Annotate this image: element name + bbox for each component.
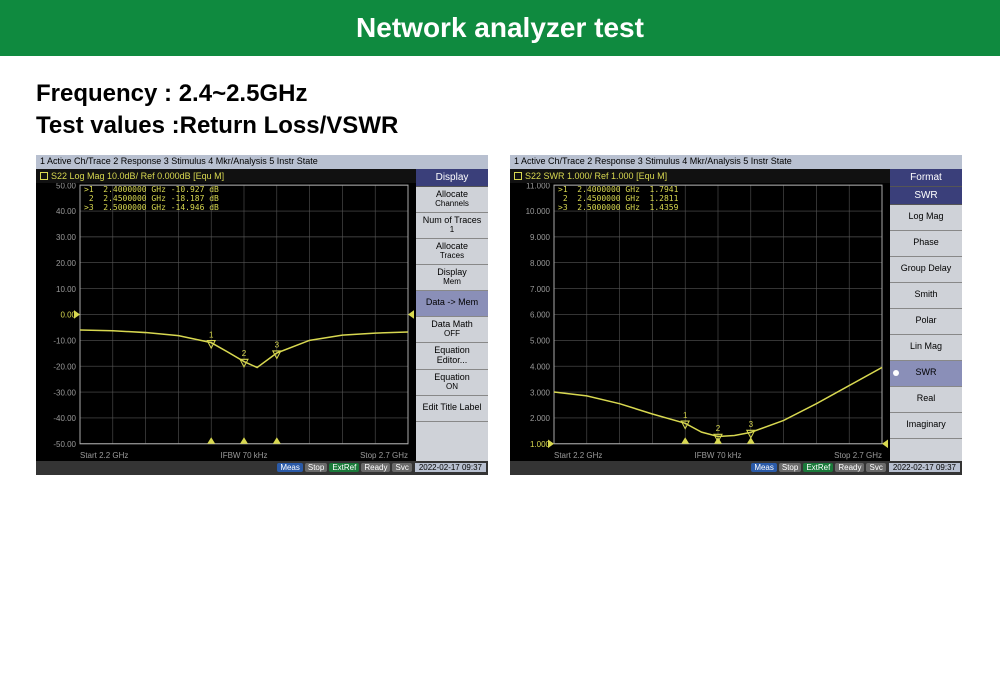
panels-row: 1 Active Ch/Trace 2 Response 3 Stimulus …	[0, 151, 1000, 475]
sidebar-button-num-of-traces[interactable]: Num of Traces1	[416, 213, 488, 239]
sidebar-button-data-mem[interactable]: Data -> Mem	[416, 291, 488, 317]
status-meas: Meas	[277, 463, 303, 472]
sidebar-button-data-math[interactable]: Data MathOFF	[416, 317, 488, 343]
marker-readout: >1 2.4000000 GHz -10.927 dB 2 2.4500000 …	[84, 185, 219, 213]
status-datetime: 2022-02-17 09:37	[889, 463, 960, 472]
sidebar-button-imaginary[interactable]: Imaginary	[890, 413, 962, 439]
sidebar-button-allocate[interactable]: AllocateTraces	[416, 239, 488, 265]
trace-header: S22 Log Mag 10.0dB/ Ref 0.000dB [Equ M]	[36, 169, 416, 183]
svg-text:7.000: 7.000	[530, 283, 550, 293]
svg-text:50.00: 50.00	[56, 183, 76, 190]
status-svc: Svc	[866, 463, 885, 472]
svg-text:9.000: 9.000	[530, 232, 550, 242]
svg-text:2: 2	[242, 348, 247, 358]
svg-text:Stop 2.7 GHz: Stop 2.7 GHz	[360, 449, 408, 459]
status-datetime: 2022-02-17 09:37	[415, 463, 486, 472]
svg-text:5.000: 5.000	[530, 335, 550, 345]
info-block: Frequency : 2.4~2.5GHz Test values :Retu…	[0, 56, 1000, 151]
svg-text:Start 2.2 GHz: Start 2.2 GHz	[554, 449, 602, 459]
status-stop: Stop	[305, 463, 327, 472]
svg-text:3.000: 3.000	[530, 387, 550, 397]
analyzer-sidebar: FormatSWRLog MagPhaseGroup DelaySmithPol…	[890, 169, 962, 461]
svg-text:0.00: 0.00	[60, 309, 76, 319]
sidebar-button-swr[interactable]: SWR	[890, 361, 962, 387]
svg-text:10.00: 10.00	[56, 283, 76, 293]
svg-text:11.000: 11.000	[526, 183, 550, 190]
plot-area: 1 2 3 1.000 2.000 3.000 4.000 5.000 6.000 7.000 8.…	[510, 183, 890, 461]
svg-text:20.00: 20.00	[56, 257, 76, 267]
svg-text:1: 1	[683, 409, 688, 419]
status-extref: ExtRef	[803, 463, 833, 472]
svg-text:10.000: 10.000	[526, 206, 551, 216]
status-ready: Ready	[835, 463, 864, 472]
plot-area: 1 2 3 -50.00 -40.00 -30.00 -20.00 -10.00 0.00 10.…	[36, 183, 416, 461]
status-stop: Stop	[779, 463, 801, 472]
analyzer-statusbar: MeasStopExtRefReadySvc 2022-02-17 09:37	[36, 461, 488, 475]
svg-text:8.000: 8.000	[530, 257, 550, 267]
page-title: Network analyzer test	[356, 12, 644, 44]
status-meas: Meas	[751, 463, 777, 472]
svg-text:4.000: 4.000	[530, 361, 550, 371]
sidebar-button-equation-editor-[interactable]: Equation Editor...	[416, 343, 488, 370]
sidebar-subtitle: SWR	[890, 187, 962, 205]
analyzer-panel-return-loss: 1 Active Ch/Trace 2 Response 3 Stimulus …	[36, 155, 488, 475]
sidebar-button-polar[interactable]: Polar	[890, 309, 962, 335]
sidebar-button-real[interactable]: Real	[890, 387, 962, 413]
svg-text:-40.00: -40.00	[53, 413, 76, 423]
svg-text:-50.00: -50.00	[53, 438, 76, 448]
svg-text:-10.00: -10.00	[53, 335, 76, 345]
svg-text:2.000: 2.000	[530, 413, 550, 423]
sidebar-title: Display	[416, 169, 488, 187]
svg-text:1.000: 1.000	[530, 438, 550, 448]
svg-text:3: 3	[275, 339, 280, 349]
analyzer-statusbar: MeasStopExtRefReadySvc 2022-02-17 09:37	[510, 461, 962, 475]
info-test-values: Test values :Return Loss/VSWR	[36, 110, 964, 142]
sidebar-button-edit-title-label[interactable]: Edit Title Label	[416, 396, 488, 422]
analyzer-sidebar: DisplayAllocateChannelsNum of Traces1All…	[416, 169, 488, 461]
sidebar-button-display[interactable]: DisplayMem	[416, 265, 488, 291]
status-ready: Ready	[361, 463, 390, 472]
svg-text:1: 1	[209, 329, 214, 339]
svg-text:3: 3	[749, 419, 754, 429]
svg-text:IFBW 70 kHz: IFBW 70 kHz	[694, 449, 741, 459]
svg-text:IFBW 70 kHz: IFBW 70 kHz	[220, 449, 267, 459]
trace-header: S22 SWR 1.000/ Ref 1.000 [Equ M]	[510, 169, 890, 183]
sidebar-button-phase[interactable]: Phase	[890, 231, 962, 257]
svg-text:40.00: 40.00	[56, 206, 76, 216]
sidebar-button-allocate[interactable]: AllocateChannels	[416, 187, 488, 213]
status-extref: ExtRef	[329, 463, 359, 472]
svg-text:Start 2.2 GHz: Start 2.2 GHz	[80, 449, 128, 459]
svg-text:-30.00: -30.00	[53, 387, 76, 397]
page-title-banner: Network analyzer test	[0, 0, 1000, 56]
sidebar-button-group-delay[interactable]: Group Delay	[890, 257, 962, 283]
analyzer-menubar[interactable]: 1 Active Ch/Trace 2 Response 3 Stimulus …	[510, 155, 962, 169]
svg-text:2: 2	[716, 423, 721, 433]
sidebar-button-log-mag[interactable]: Log Mag	[890, 205, 962, 231]
sidebar-button-smith[interactable]: Smith	[890, 283, 962, 309]
sidebar-button-equation[interactable]: EquationON	[416, 370, 488, 396]
sidebar-button-lin-mag[interactable]: Lin Mag	[890, 335, 962, 361]
info-frequency: Frequency : 2.4~2.5GHz	[36, 78, 964, 110]
analyzer-menubar[interactable]: 1 Active Ch/Trace 2 Response 3 Stimulus …	[36, 155, 488, 169]
svg-text:-20.00: -20.00	[53, 361, 76, 371]
svg-text:6.000: 6.000	[530, 309, 550, 319]
sidebar-title: Format	[890, 169, 962, 187]
marker-readout: >1 2.4000000 GHz 1.7941 2 2.4500000 GHz …	[558, 185, 678, 213]
svg-text:30.00: 30.00	[56, 232, 76, 242]
status-svc: Svc	[392, 463, 411, 472]
analyzer-panel-vswr: 1 Active Ch/Trace 2 Response 3 Stimulus …	[510, 155, 962, 475]
svg-text:Stop 2.7 GHz: Stop 2.7 GHz	[834, 449, 882, 459]
